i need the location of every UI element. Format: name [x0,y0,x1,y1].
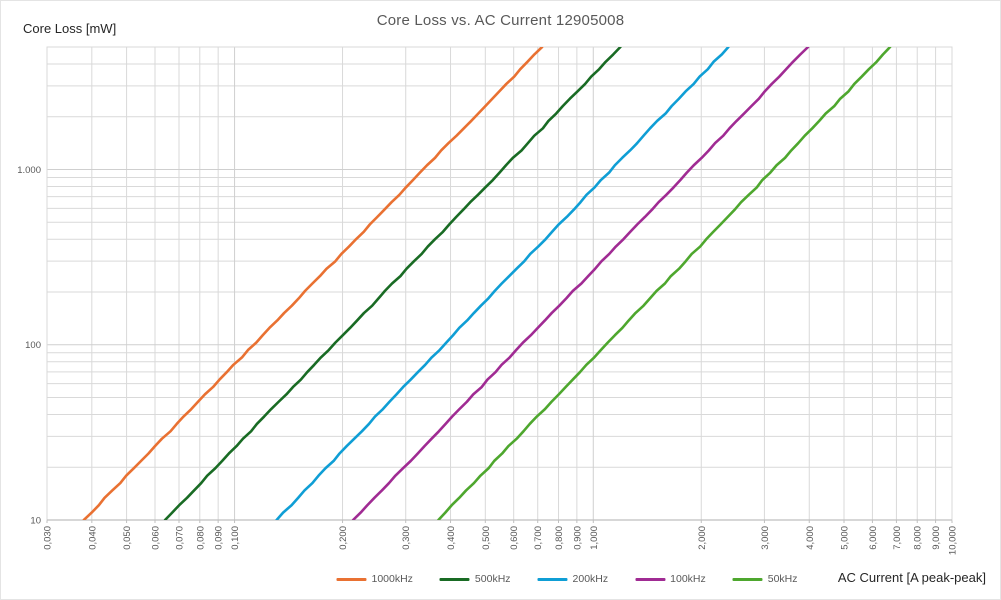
x-tick-label: 6,000 [868,526,879,550]
x-tick-label: 0,040 [87,526,98,550]
y-tick-label: 1.000 [17,165,41,176]
x-tick-label: 0,100 [230,526,241,550]
y-tick-label: 10 [30,516,41,527]
legend-label: 50kHz [767,573,798,585]
x-tick-label: 0,300 [401,526,412,550]
x-tick-label: 0,900 [572,526,583,550]
legend: 1000kHz 500kHz 200kHz 100kHz 50kHz [336,573,798,585]
x-tick-label: 0,090 [214,526,225,550]
x-tick-label: 0,200 [338,526,349,550]
x-tick-label: 0,400 [446,526,457,550]
x-tick-label: 8,000 [913,526,924,550]
x-tick-label: 0,080 [195,526,206,550]
x-tick-label: 0,030 [43,526,54,550]
legend-swatch-100kHz [635,577,666,581]
legend-swatch-1000kHz [336,577,367,581]
series-line-500kHz [163,47,622,520]
legend-swatch-50kHz [732,577,763,581]
x-tick-label: 0,800 [554,526,565,550]
x-tick-label: 0,060 [150,526,161,550]
legend-item-100kHz: 100kHz [635,573,706,585]
x-tick-label: 2,000 [697,526,708,550]
series-line-200kHz [275,47,730,520]
x-tick-label: 9,000 [931,526,942,550]
legend-label: 500kHz [474,573,511,585]
legend-label: 200kHz [572,573,609,585]
legend-swatch-500kHz [439,577,470,581]
x-tick-label: 0,050 [122,526,133,550]
plot-border [46,46,953,521]
legend-item-500kHz: 500kHz [439,573,511,585]
x-tick-label: 0,500 [481,526,492,550]
series-line-100kHz [351,47,810,520]
x-tick-label: 4,000 [805,526,816,550]
legend-label: 1000kHz [371,573,413,585]
legend-item-1000kHz: 1000kHz [336,573,413,585]
series-line-1000kHz [82,47,544,520]
legend-item-200kHz: 200kHz [537,573,609,585]
x-tick-label: 0,700 [533,526,544,550]
x-tick-label: 5,000 [840,526,851,550]
y-tick-label: 100 [25,340,41,351]
legend-item-50kHz: 50kHz [732,573,798,585]
chart-title: Core Loss vs. AC Current 12905008 [376,12,625,29]
x-tick-label: 0,070 [174,526,185,550]
x-axis-title: AC Current [A peak-peak] [837,570,986,585]
legend-swatch-200kHz [537,577,568,581]
x-tick-label: 7,000 [892,526,903,550]
x-tick-label: 10,000 [948,526,959,555]
y-axis-title: Core Loss [mW] [23,21,117,36]
x-tick-label: 3,000 [760,526,771,550]
series-line-50kHz [437,47,892,520]
x-tick-label: 1,000 [589,526,600,550]
x-tick-label: 0,600 [509,526,520,550]
legend-label: 100kHz [670,573,706,585]
